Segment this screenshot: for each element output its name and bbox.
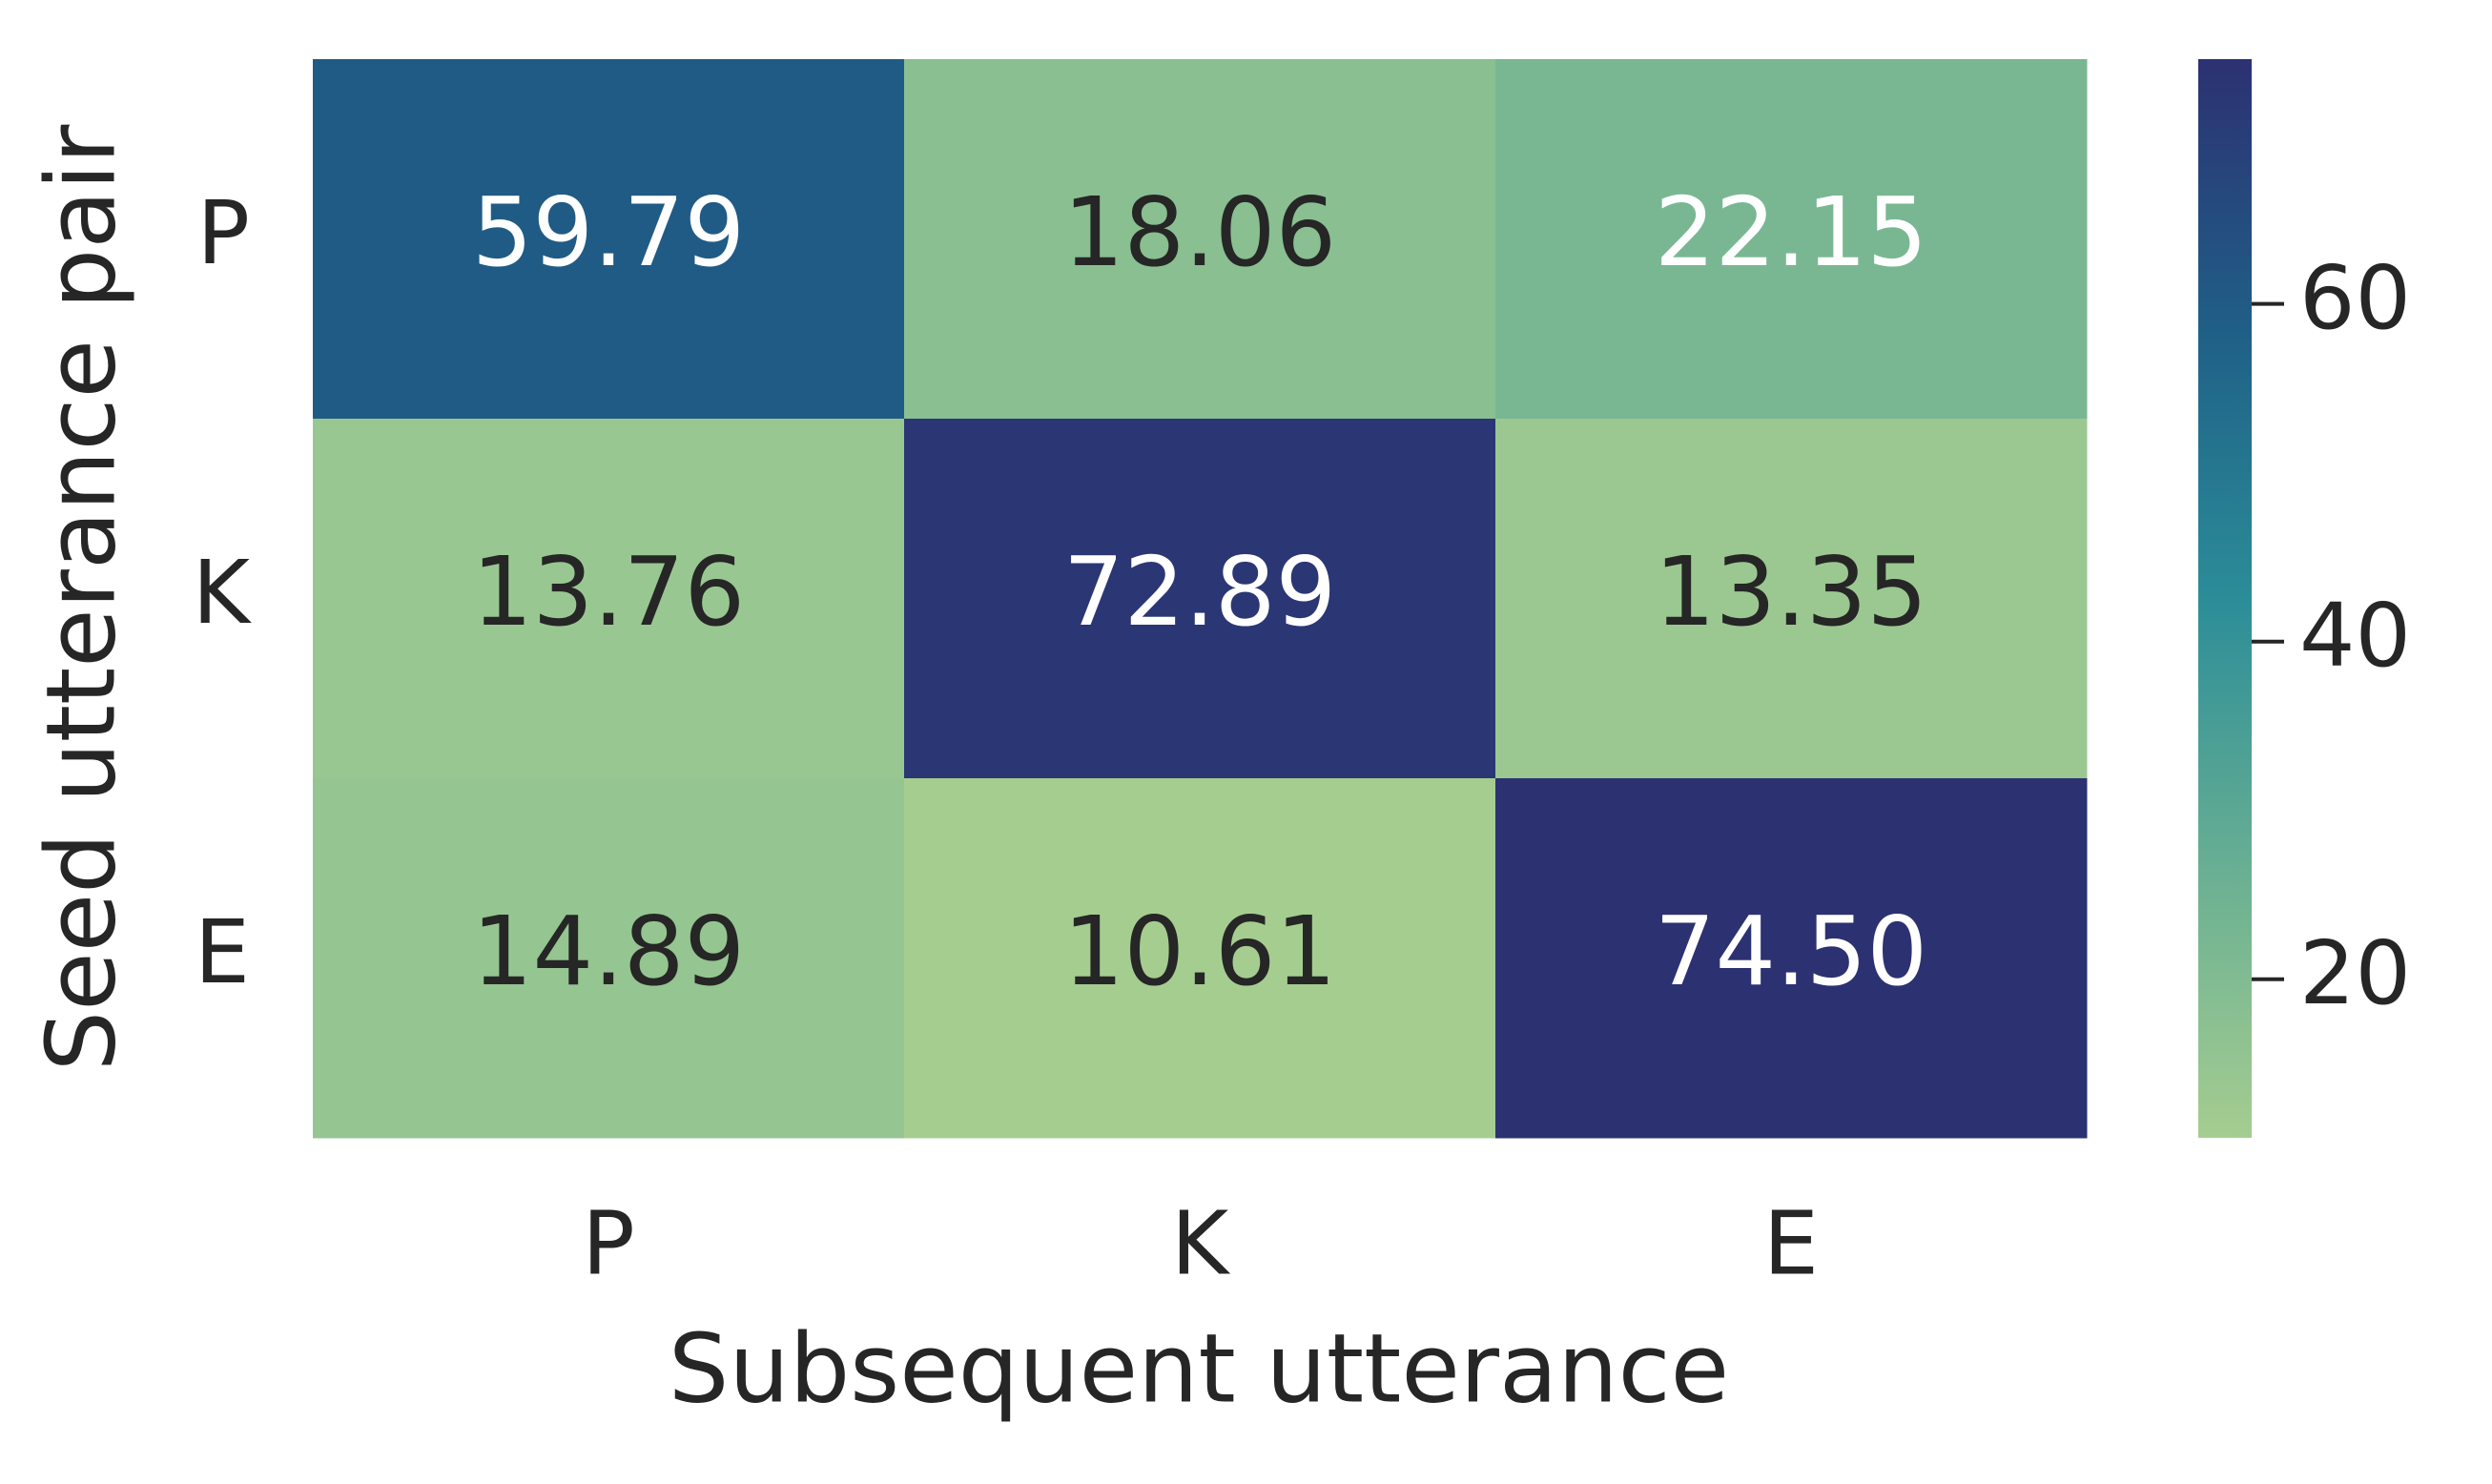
- cell-label: 13.35: [1655, 536, 1927, 648]
- heatmap-cell: [904, 59, 1496, 420]
- cell-label: 59.79: [472, 176, 745, 288]
- heatmap-cell: [313, 59, 905, 420]
- x-tick-label: K: [1171, 1192, 1231, 1294]
- cell-label: 13.76: [472, 536, 745, 648]
- cell-label: 22.15: [1655, 176, 1927, 288]
- cell-label: 72.89: [1063, 536, 1336, 648]
- heatmap-cell: [1495, 419, 2088, 779]
- heatmap-cell: [904, 419, 1496, 779]
- colorbar-tick-label: 20: [2299, 922, 2411, 1024]
- heatmap-cell: [313, 778, 905, 1139]
- heatmap-cell: [1495, 778, 2088, 1139]
- y-tick-label: P: [197, 182, 250, 284]
- cell-label: 74.50: [1655, 896, 1927, 1007]
- heatmap-cell: [313, 419, 905, 779]
- y-tick-label: K: [193, 542, 253, 644]
- cell-label: 10.61: [1063, 896, 1336, 1007]
- heatmap-cell: [904, 778, 1496, 1139]
- colorbar-tick-label: 60: [2299, 247, 2411, 349]
- y-axis-label: Seed utterance pair: [25, 124, 136, 1072]
- cell-label: 14.89: [472, 896, 745, 1007]
- x-tick-label: E: [1763, 1192, 1819, 1294]
- colorbar: [2198, 59, 2252, 1138]
- y-tick-label: E: [195, 901, 250, 1003]
- x-tick-label: P: [582, 1192, 634, 1294]
- x-axis-label: Subsequent utterance: [669, 1312, 1729, 1424]
- heatmap-cell: [1495, 59, 2088, 420]
- colorbar-tick-label: 40: [2299, 585, 2411, 687]
- cell-label: 18.06: [1063, 176, 1336, 288]
